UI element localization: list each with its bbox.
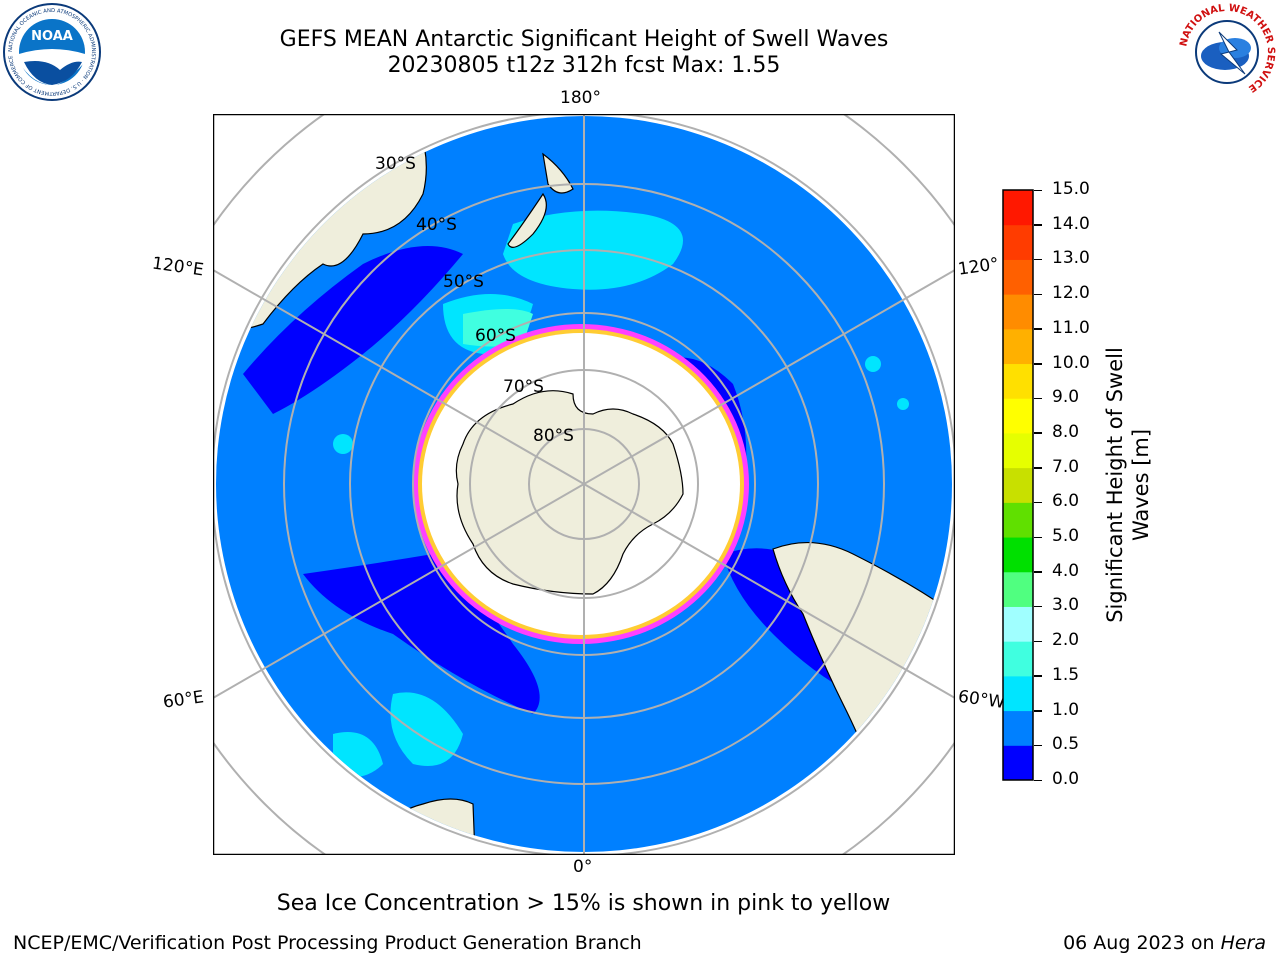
- colorbar-segment: [1003, 675, 1033, 712]
- colorbar-tick-mark: [1034, 467, 1042, 469]
- colorbar-segment: [1003, 606, 1033, 642]
- colorbar-tick-label: 7.0: [1052, 456, 1080, 477]
- colorbar-tick-mark: [1034, 571, 1042, 573]
- colorbar-tick-mark: [1034, 397, 1042, 400]
- graticule: [213, 114, 955, 855]
- colorbar-tick-label: 10.0: [1052, 352, 1090, 373]
- colorbar-tick-mark: [1034, 744, 1042, 747]
- map-frame: [213, 114, 955, 855]
- nws-logo: NATIONAL WEATHER SERVICE: [1178, 3, 1276, 100]
- noaa-logo: NATIONAL OCEANIC AND ATMOSPHERIC ADMINIS…: [3, 3, 101, 101]
- colorbar-tick-mark: [1034, 258, 1042, 261]
- svg-text:NOAA: NOAA: [31, 29, 73, 44]
- lon-label-120e: 120°E: [150, 253, 205, 281]
- low-swell-region: [303, 554, 540, 714]
- colorbar-segment: [1003, 537, 1033, 573]
- colorbar-tick-label: 11.0: [1052, 317, 1090, 338]
- colorbar-tick-mark: [1034, 536, 1042, 539]
- colorbar-tick-label: 5.0: [1052, 526, 1080, 547]
- sea-ice-caption: Sea Ice Concentration > 15% is shown in …: [276, 891, 891, 916]
- colorbar-segment: [1003, 641, 1033, 677]
- colorbar: [1002, 189, 1034, 781]
- colorbar-tick-label: 2.0: [1052, 630, 1080, 651]
- colorbar-tick-label: 0.0: [1052, 769, 1080, 789]
- colorbar-segment: [1003, 571, 1033, 607]
- colorbar-segment: [1003, 398, 1033, 434]
- colorbar-tick-mark: [1034, 640, 1042, 643]
- lat-label-50s: 50°S: [443, 272, 484, 292]
- colorbar-segment: [1003, 467, 1033, 503]
- footer-credit: NCEP/EMC/Verification Post Processing Pr…: [13, 932, 642, 954]
- footer-date: 06 Aug 2023 on Hera: [1063, 932, 1266, 954]
- footer-host: Hera: [1220, 932, 1266, 954]
- colorbar-segment: [1003, 294, 1033, 330]
- colorbar-tick-label: 12.0: [1052, 283, 1090, 304]
- colorbar-tick-label: 6.0: [1052, 491, 1080, 512]
- colorbar-tick-mark: [1034, 224, 1042, 226]
- colorbar-segment: [1003, 224, 1033, 260]
- colorbar-tick-label: 13.0: [1052, 248, 1090, 269]
- colorbar-segment: [1003, 745, 1033, 781]
- lat-label-70s: 70°S: [503, 377, 544, 397]
- colorbar-tick-label: 1.5: [1052, 664, 1080, 685]
- colorbar-tick-mark: [1034, 605, 1042, 608]
- lon-label-180: 180°: [560, 88, 601, 108]
- colorbar-tick-mark: [1034, 501, 1042, 504]
- lon-label-60e: 60°E: [161, 687, 206, 713]
- low-swell-region: [243, 246, 463, 414]
- colorbar-segment: [1003, 259, 1033, 295]
- colorbar-segment: [1003, 432, 1033, 469]
- colorbar-label: Significant Height of Swell Waves [m]: [1103, 347, 1153, 623]
- colorbar-tick-label: 9.0: [1052, 387, 1080, 408]
- new-zealand: [542, 152, 574, 194]
- colorbar-tick-mark: [1034, 363, 1042, 365]
- lat-label-40s: 40°S: [416, 215, 457, 235]
- colorbar-tick-mark: [1034, 432, 1042, 434]
- colorbar-tick-label: 15.0: [1052, 179, 1090, 199]
- colorbar-segment: [1003, 502, 1033, 538]
- lat-label-80s: 80°S: [533, 426, 574, 446]
- colorbar-tick-mark: [1034, 675, 1042, 677]
- lon-label-0: 0°: [573, 857, 593, 877]
- lon-label-60w: 60°W: [956, 686, 1007, 714]
- colorbar-tick-label: 3.0: [1052, 595, 1080, 616]
- map-subtitle: 20230805 t12z 312h fcst Max: 1.55: [387, 53, 781, 78]
- colorbar-tick-label: 0.5: [1052, 734, 1080, 755]
- colorbar-segment: [1003, 328, 1033, 365]
- lat-label-30s: 30°S: [375, 154, 416, 174]
- map-title: GEFS MEAN Antarctic Significant Height o…: [279, 27, 889, 52]
- colorbar-segment: [1003, 190, 1033, 226]
- colorbar-segment: [1003, 710, 1033, 746]
- colorbar-tick-label: 4.0: [1052, 560, 1080, 581]
- colorbar-tick-label: 14.0: [1052, 213, 1090, 234]
- colorbar-tick-mark: [1034, 779, 1042, 781]
- lon-label-120w: 120°W: [956, 254, 1000, 280]
- colorbar-tick-mark: [1034, 328, 1042, 330]
- swell-patch: [390, 692, 463, 766]
- colorbar-tick-mark: [1034, 189, 1042, 191]
- colorbar-tick-mark: [1034, 293, 1042, 296]
- colorbar-tick-mark: [1034, 710, 1042, 712]
- polar-map: 30°S 40°S 50°S 60°S 70°S 80°S: [213, 114, 955, 855]
- colorbar-tick-label: 8.0: [1052, 421, 1080, 442]
- lat-label-60s: 60°S: [475, 326, 516, 346]
- colorbar-tick-label: 1.0: [1052, 699, 1080, 720]
- colorbar-segment: [1003, 363, 1033, 399]
